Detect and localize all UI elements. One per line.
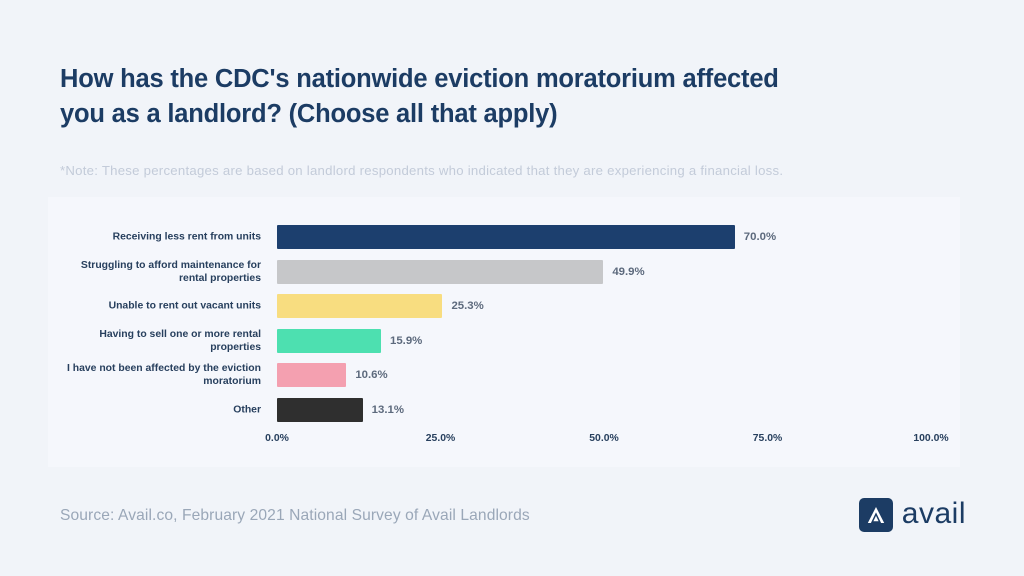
bar [277, 328, 381, 353]
bar [277, 397, 363, 422]
page-title: How has the CDC's nationwide eviction mo… [60, 62, 940, 132]
bar-value-label: 49.9% [612, 265, 645, 278]
chart-panel: Receiving less rent from units 70.0% Strug… [48, 197, 960, 467]
x-axis-tick-label: 0.0% [265, 433, 289, 444]
bar-row: Struggling to afford maintenance for rent… [48, 255, 960, 289]
x-axis-tick-label: 75.0% [752, 433, 783, 444]
avail-logo-text: avail [901, 497, 966, 530]
bar-row: I have not been affected by the eviction… [48, 358, 960, 392]
x-axis-tick-label: 100.0% [913, 433, 949, 444]
bar-category-label: Struggling to afford maintenance for rent… [80, 259, 261, 284]
bar-row: Having to sell one or more rental propert… [48, 324, 960, 358]
bar-row: Other 13.1% [48, 393, 960, 427]
bar-value-label: 10.6% [355, 369, 388, 381]
bar-value-label: 25.3% [451, 300, 484, 312]
bar-value-label: 70.0% [743, 231, 777, 243]
x-axis: 0.0% 25.0% 50.0% 75.0% 100.0% [265, 433, 948, 453]
bar [277, 294, 443, 318]
bar-category-label: Having to sell one or more rental propert… [99, 328, 261, 353]
x-axis-tick-label: 25.0% [425, 433, 456, 444]
bar [277, 259, 604, 284]
page-title-line-2: you as a landlord? (Choose all that appl… [60, 100, 558, 129]
bar-row: Unable to rent out vacant units 25.3% [48, 289, 960, 323]
bar-value-label: 15.9% [389, 334, 423, 347]
chart-note: *Note: These percentages are based on la… [60, 163, 784, 178]
bar-category-label: Other [233, 404, 261, 415]
avail-a-mark-icon [858, 498, 893, 532]
bar [277, 363, 347, 387]
bar-category-label: Receiving less rent from units [112, 231, 261, 243]
bar-category-label: I have not been affected by the eviction… [66, 363, 261, 387]
x-axis-tick-label: 50.0% [589, 433, 619, 444]
bar-value-label: 13.1% [371, 403, 404, 416]
bar-chart-plot: Receiving less rent from units 70.0% Strug… [48, 197, 960, 467]
avail-logo: avail [858, 497, 966, 532]
bar-category-label: Unable to rent out vacant units [108, 300, 261, 312]
bar-row: Receiving less rent from units 70.0% [48, 220, 960, 254]
source-caption: Source: Avail.co, February 2021 National… [60, 507, 530, 524]
page-title-line-1: How has the CDC's nationwide eviction mo… [60, 65, 779, 93]
bar [277, 225, 735, 249]
